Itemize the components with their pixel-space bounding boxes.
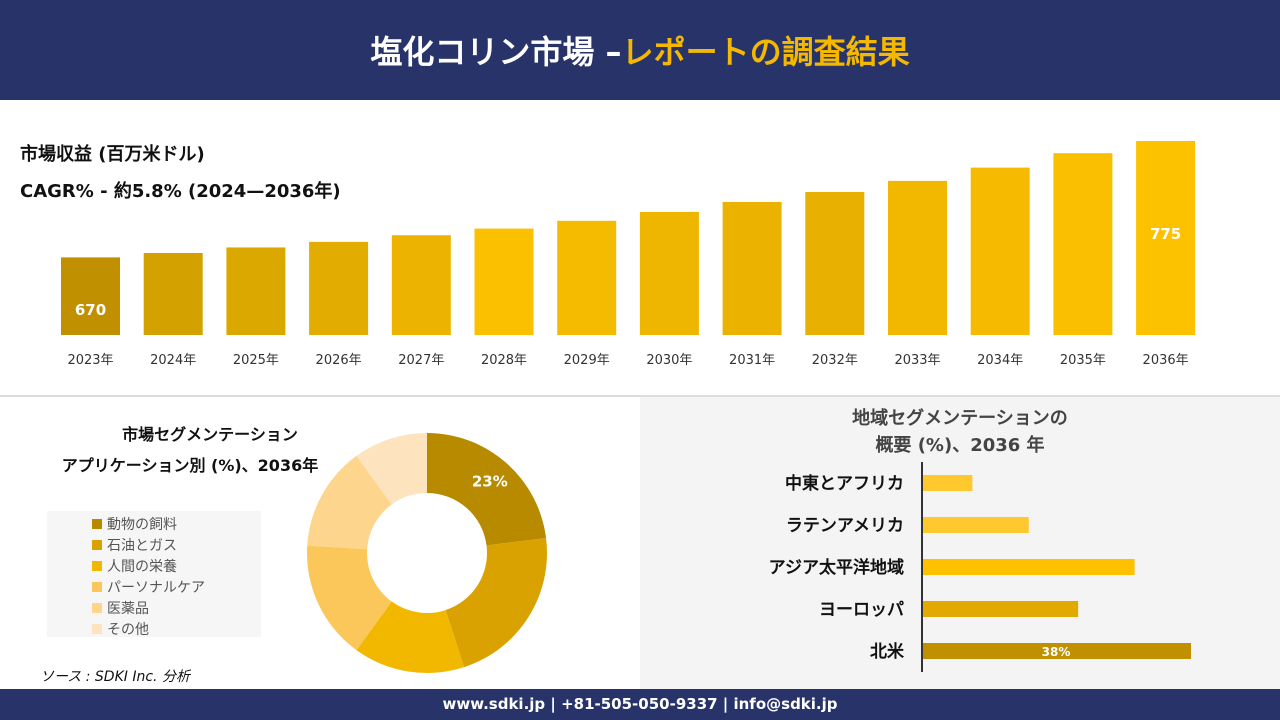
year-tick-label: 2029年: [564, 353, 610, 368]
revenue-bar: [722, 201, 782, 335]
segment-title-1: 市場セグメンテーション: [122, 425, 298, 444]
year-tick-label: 2032年: [812, 353, 858, 368]
legend-label: 人間の栄養: [107, 558, 177, 575]
donut-slice: [356, 601, 465, 673]
legend-item: その他: [92, 618, 261, 639]
legend-item: 動物の飼料: [92, 513, 261, 534]
region-label: ラテンアメリカ: [786, 516, 904, 536]
donut-slice: [427, 433, 547, 546]
legend-swatch: [92, 623, 102, 634]
region-bar: [923, 643, 1191, 659]
donut-slice: [445, 537, 547, 668]
title-accent: レポートの調査結果: [621, 33, 910, 71]
region-bar: [923, 601, 1079, 617]
revenue-bar: [970, 167, 1030, 335]
donut-slice: [307, 545, 392, 651]
divider: [0, 395, 1280, 397]
donut-slice: [307, 455, 392, 550]
source-note: ソース : SDKI Inc. 分析: [40, 669, 190, 685]
region-title-2: 概要 (%)、2036 年: [875, 435, 1045, 456]
cagr-text: CAGR% - 約5.8% (2024—2036年): [20, 181, 341, 202]
slice-data-label: 23%: [472, 473, 508, 491]
segment-title-2: アプリケーション別 (%)、2036年: [61, 456, 319, 475]
year-tick-label: 2023年: [67, 353, 113, 368]
revenue-bar: [143, 252, 203, 335]
year-tick-label: 2030年: [646, 353, 692, 368]
year-tick-label: 2026年: [316, 353, 362, 368]
revenue-bar: [309, 241, 369, 335]
region-bar: [923, 475, 973, 491]
legend-swatch: [92, 518, 102, 529]
year-tick-label: 2031年: [729, 353, 775, 368]
year-tick-label: 2036年: [1143, 353, 1189, 368]
legend-label: パーソナルケア: [107, 579, 205, 596]
region-label: ヨーロッパ: [819, 600, 904, 620]
legend-label: 医薬品: [107, 600, 149, 617]
donut-slice: [356, 433, 427, 505]
report-header: 塩化コリン市場 – レポートの調査結果: [0, 0, 1280, 100]
legend-label: その他: [107, 621, 149, 638]
revenue-bar: [61, 257, 120, 335]
year-tick-label: 2033年: [894, 353, 940, 368]
year-tick-label: 2027年: [398, 353, 444, 368]
revenue-bar-chart: 2023年 670 2024年 2025年 2026年 2027年 2028年 2029年 20…: [61, 141, 1196, 368]
revenue-bar: [888, 180, 947, 335]
legend-swatch: [92, 581, 102, 592]
bar-data-label: 775: [1150, 225, 1181, 243]
region-label: 中東とアフリカ: [785, 473, 904, 494]
legend-label: 動物の飼料: [107, 516, 177, 533]
region-data-label: 38%: [1042, 645, 1071, 659]
revenue-bar: [226, 247, 286, 335]
year-tick-label: 2024年: [150, 353, 196, 368]
year-tick-label: 2025年: [233, 353, 279, 368]
legend-swatch: [92, 560, 102, 571]
legend-label: 石油とガス: [107, 537, 177, 554]
revenue-title: 市場収益 (百万米ドル): [20, 144, 205, 165]
revenue-bar: [805, 191, 865, 335]
year-tick-label: 2034年: [977, 353, 1023, 368]
revenue-bar: [1053, 153, 1113, 335]
region-bar: [923, 559, 1135, 575]
revenue-bar: [1136, 141, 1196, 335]
revenue-bar: [474, 228, 534, 335]
legend-item: 医薬品: [92, 597, 261, 618]
legend-item: 石油とガス: [92, 534, 261, 555]
region-panel: 地域セグメンテーションの 概要 (%)、2036 年 中東とアフリカ ラテンアメリ…: [640, 397, 1280, 689]
region-title-1: 地域セグメンテーションの: [852, 408, 1068, 429]
legend-swatch: [92, 539, 102, 550]
application-donut-chart: 23%: [307, 433, 547, 673]
legend-item: パーソナルケア: [92, 576, 261, 597]
title-main: 塩化コリン市場 –: [370, 33, 622, 71]
revenue-bar: [391, 235, 451, 335]
bar-data-label: 670: [75, 301, 106, 319]
region-label: アジア太平洋地域: [769, 557, 904, 578]
year-tick-label: 2035年: [1060, 353, 1106, 368]
region-label: 北米: [870, 641, 905, 662]
legend-item: 人間の栄養: [92, 555, 261, 576]
donut-legend: 動物の飼料石油とガス人間の栄養パーソナルケア 医薬品その他: [47, 511, 261, 639]
revenue-bar: [639, 211, 699, 335]
region-bar: [923, 517, 1029, 533]
legend-swatch: [92, 602, 102, 613]
year-tick-label: 2028年: [481, 353, 527, 368]
revenue-bar: [557, 220, 617, 335]
footer-contact: www.sdki.jp | +81-505-050-9337 | info@sd…: [0, 689, 1280, 720]
